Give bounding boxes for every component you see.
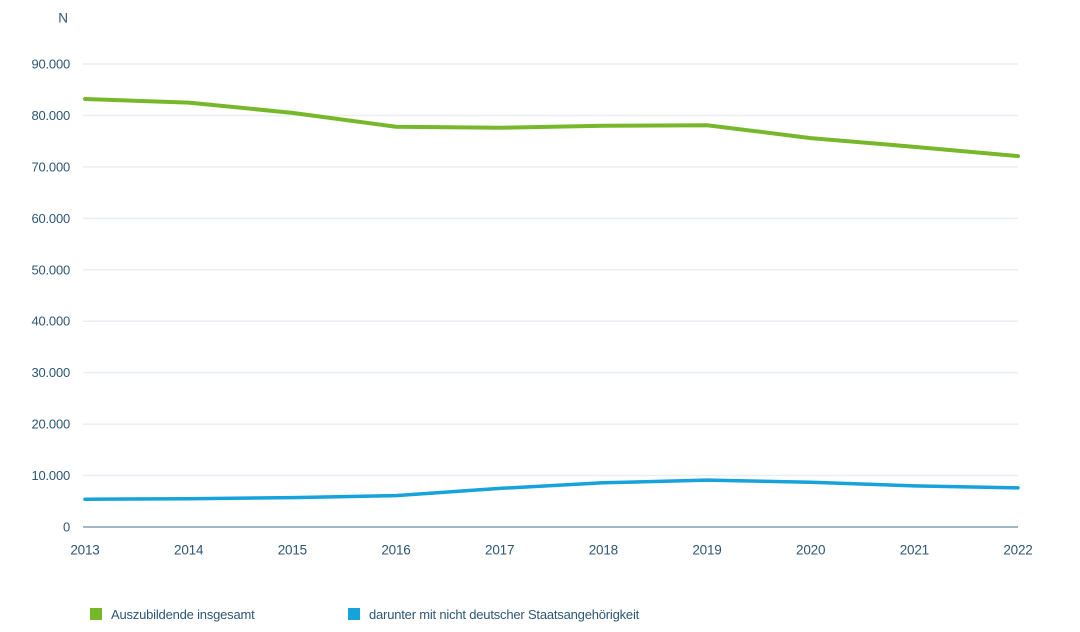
legend-label: Auszubildende insgesamt <box>111 606 255 622</box>
x-tick-label: 2020 <box>796 543 825 558</box>
x-tick-label: 2022 <box>1003 543 1032 558</box>
x-tick-label: 2021 <box>900 543 929 558</box>
x-tick-label: 2014 <box>174 543 204 558</box>
y-tick-label: 30.000 <box>31 365 70 380</box>
x-tick-label: 2018 <box>589 543 618 558</box>
y-tick-label: 60.000 <box>31 211 70 226</box>
y-tick-label: 50.000 <box>31 262 70 277</box>
legend-swatch-blue <box>348 608 360 620</box>
legend-item-nicht-deutsche-staatsangehoerigkeit[interactable]: darunter mit nicht deutscher Staatsangeh… <box>348 601 639 627</box>
y-tick-label: 70.000 <box>31 159 70 174</box>
y-tick-label: 20.000 <box>31 417 70 432</box>
x-tick-label: 2019 <box>692 543 721 558</box>
x-tick-label: 2015 <box>278 543 307 558</box>
legend-item-auszubildende-insgesamt[interactable]: Auszubildende insgesamt <box>90 601 255 627</box>
y-tick-label: 90.000 <box>31 57 70 72</box>
series-line-nicht-deutsche-staatsangehoerigkeit <box>83 478 1020 501</box>
x-tick-label: 2017 <box>485 543 514 558</box>
series-line-auszubildende-insgesamt <box>83 96 1020 159</box>
legend-swatch-green <box>90 608 102 620</box>
x-tick-label: 2013 <box>70 543 99 558</box>
x-tick-label: 2016 <box>381 543 410 558</box>
legend-label: darunter mit nicht deutscher Staatsangeh… <box>369 606 640 622</box>
y-tick-label: 0 <box>63 520 70 535</box>
y-tick-label: 80.000 <box>31 108 70 123</box>
chart-legend: Auszubildende insgesamt darunter mit nic… <box>0 601 1080 627</box>
y-tick-label: 40.000 <box>31 314 70 329</box>
y-axis-unit-label: N <box>58 11 68 26</box>
y-tick-label: 10.000 <box>31 468 70 483</box>
